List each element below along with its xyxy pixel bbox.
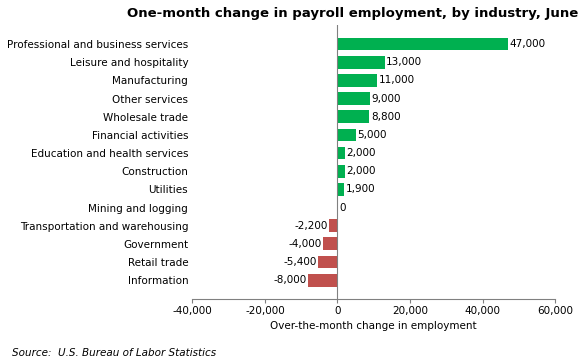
Text: 11,000: 11,000 [379, 75, 415, 85]
Text: 2,000: 2,000 [346, 148, 376, 158]
Bar [329, 219, 338, 232]
Text: -5,400: -5,400 [283, 257, 317, 267]
Bar [338, 74, 378, 87]
Bar [338, 92, 370, 105]
Text: 5,000: 5,000 [357, 130, 386, 140]
Text: -4,000: -4,000 [288, 239, 321, 249]
Bar [338, 38, 508, 50]
X-axis label: Over-the-month change in employment: Over-the-month change in employment [270, 321, 477, 332]
Bar [338, 129, 356, 141]
Text: 1,900: 1,900 [346, 184, 375, 194]
Text: 47,000: 47,000 [509, 39, 545, 49]
Bar [338, 111, 369, 123]
Bar [338, 165, 345, 177]
Bar [338, 56, 385, 69]
Text: 9,000: 9,000 [372, 94, 401, 104]
Bar [323, 238, 338, 250]
Bar [338, 183, 345, 196]
Text: Source:  U.S. Bureau of Labor Statistics: Source: U.S. Bureau of Labor Statistics [12, 348, 216, 358]
Text: 0: 0 [339, 203, 345, 212]
Title: One-month change in payroll employment, by industry, June 2012: One-month change in payroll employment, … [128, 7, 580, 20]
Text: -2,200: -2,200 [295, 221, 328, 231]
Text: 2,000: 2,000 [346, 166, 376, 176]
Bar [309, 274, 338, 287]
Text: 13,000: 13,000 [386, 57, 422, 67]
Bar [338, 147, 345, 159]
Text: 8,800: 8,800 [371, 112, 400, 122]
Text: -8,000: -8,000 [274, 275, 307, 285]
Bar [318, 256, 338, 268]
